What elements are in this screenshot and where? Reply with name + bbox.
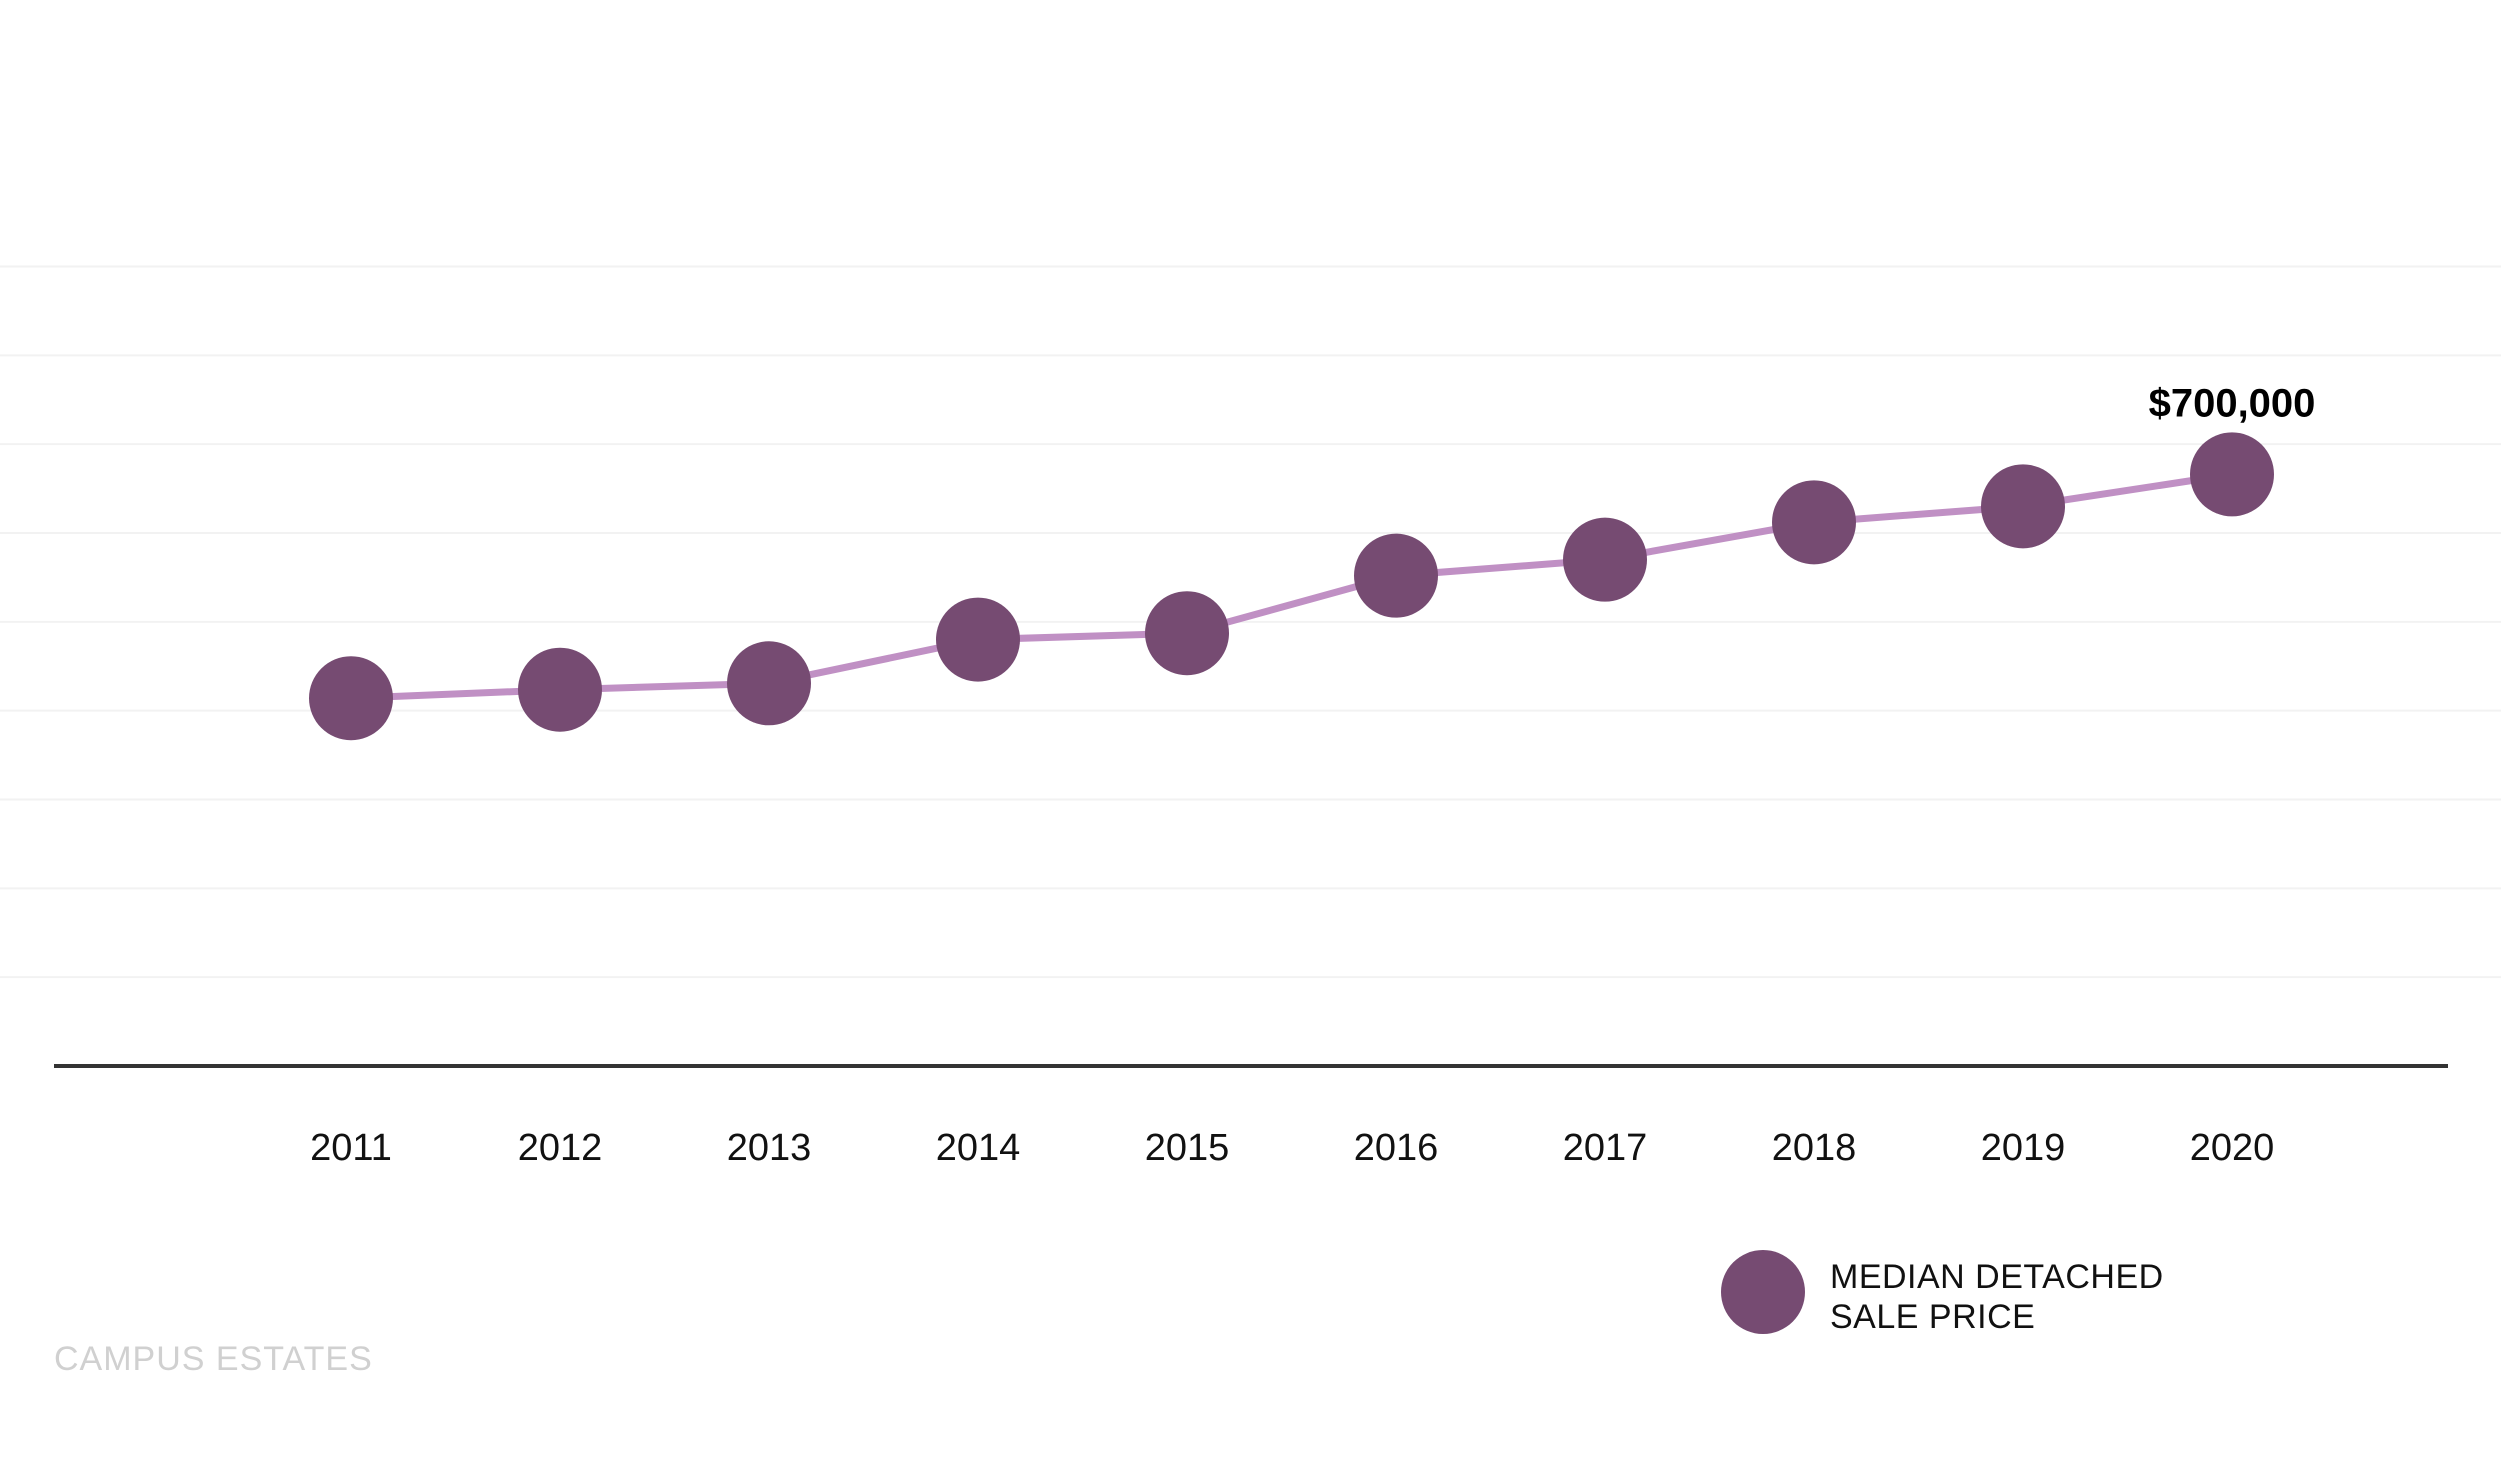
x-tick-label-2018: 2018 [1772,1127,1857,1169]
data-point-2019 [1981,464,2065,549]
x-tick-labels: 2011 2012 2013 2014 2015 2016 2017 2018 2019 2020 [310,1127,2274,1169]
legend-marker [1721,1250,1805,1334]
data-point-2013 [727,641,811,726]
data-point-2018 [1772,480,1856,565]
x-tick-label-2016: 2016 [1354,1127,1439,1169]
data-point-2020 [2190,432,2274,517]
legend-label-line1: MEDIAN DETACHED [1830,1258,2164,1296]
data-point-2011 [309,656,393,741]
data-point-2016 [1354,533,1438,618]
series-line [350,470,2233,702]
x-tick-label-2019: 2019 [1981,1127,2066,1169]
annotation-label-2020: $700,000 [2149,381,2316,425]
data-points [309,432,2274,741]
data-point-2014 [936,597,1020,682]
x-tick-label-2014: 2014 [936,1127,1021,1169]
annotations: $700,000 [2149,381,2316,425]
x-tick-label-2012: 2012 [518,1127,603,1169]
data-point-2017 [1563,517,1647,602]
data-point-2012 [518,647,602,732]
x-tick-label-2015: 2015 [1145,1127,1230,1169]
legend-label-line2: SALE PRICE [1830,1298,2035,1336]
x-tick-label-2013: 2013 [727,1127,812,1169]
watermark-text: CAMPUS ESTATES [54,1340,373,1378]
legend: MEDIAN DETACHED SALE PRICE [1721,1250,2164,1336]
x-tick-label-2020: 2020 [2190,1127,2275,1169]
grid-lines [0,265,2501,979]
data-point-2015 [1145,591,1229,676]
x-tick-label-2017: 2017 [1563,1127,1648,1169]
x-tick-label-2011: 2011 [310,1127,392,1169]
series-line-median-detached-sale-price [350,470,2233,702]
